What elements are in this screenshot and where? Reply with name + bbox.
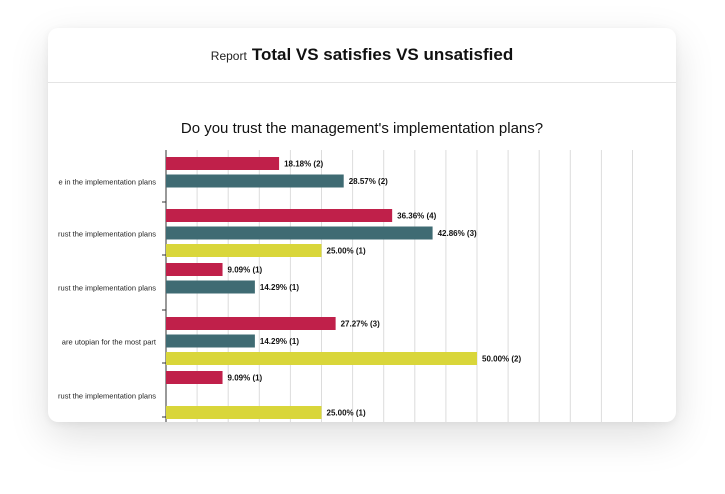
data-label: 14.29% (1) <box>260 337 299 346</box>
bar <box>166 174 344 188</box>
bar <box>166 263 223 276</box>
report-label: Report <box>210 49 247 63</box>
report-header: Report Total VS satisfies VS unsatisfied <box>48 28 676 83</box>
data-label: 36.36% (4) <box>397 212 436 221</box>
bar <box>166 334 255 348</box>
data-label: 28.57% (2) <box>349 177 388 186</box>
data-label: 9.09% (1) <box>228 266 263 275</box>
bar <box>166 209 393 222</box>
chart-title: Do you trust the management's implementa… <box>180 120 544 137</box>
report-card: Report Total VS satisfies VS unsatisfied… <box>48 28 676 422</box>
bar <box>166 226 433 240</box>
bar <box>166 406 322 419</box>
data-label: 27.27% (3) <box>341 320 380 329</box>
category-label: e in the implementation plans <box>58 178 156 187</box>
data-label: 25.00% (1) <box>327 409 366 418</box>
bar <box>166 317 336 330</box>
data-label: 50.00% (2) <box>482 355 521 364</box>
data-label: 14.29% (1) <box>260 283 299 292</box>
report-title: Total VS satisfies VS unsatisfied <box>251 45 514 64</box>
data-label: 18.18% (2) <box>284 160 323 169</box>
bar <box>166 352 477 365</box>
bar <box>166 280 255 294</box>
data-label: 25.00% (1) <box>327 247 366 256</box>
bar <box>166 157 280 170</box>
bar <box>166 244 322 257</box>
bar <box>166 371 223 384</box>
category-label: rust the implementation plans <box>58 284 156 293</box>
data-label: 9.09% (1) <box>228 374 263 383</box>
category-label: are utopian for the most part <box>62 338 157 347</box>
bar-chart: e in the implementation plans 18.18% (2) 2… <box>58 150 633 422</box>
data-label: 42.86% (3) <box>438 229 477 238</box>
category-label: rust the implementation plans <box>58 392 156 401</box>
category-label: rust the implementation plans <box>58 230 156 239</box>
